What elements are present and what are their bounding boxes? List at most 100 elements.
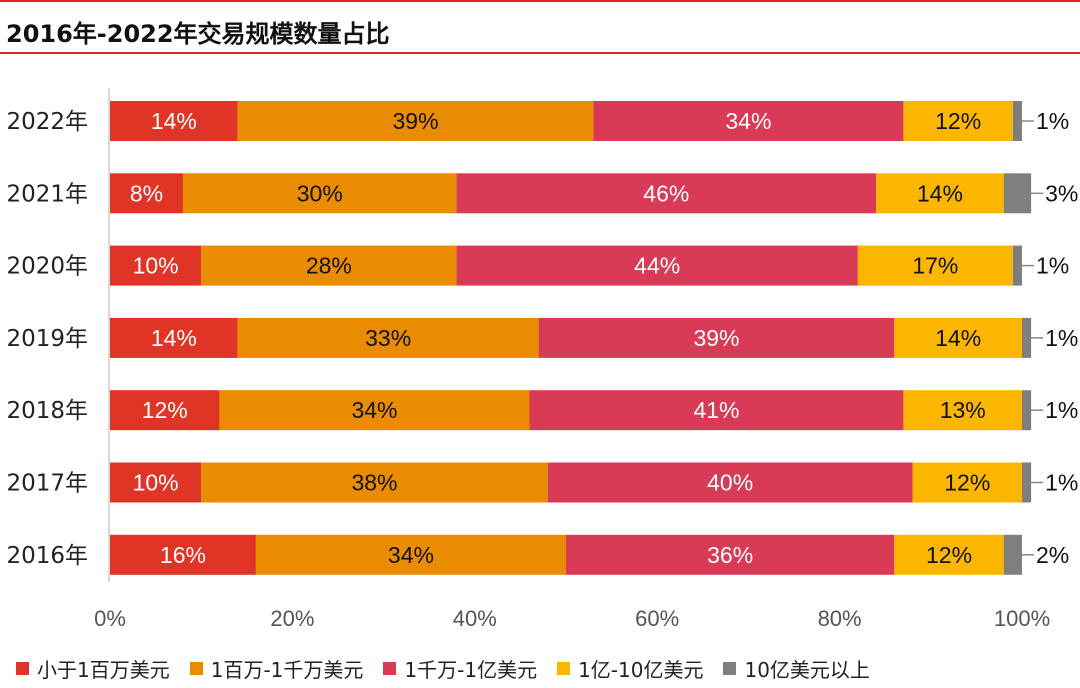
bar-segment bbox=[110, 173, 183, 214]
data-label: 14% bbox=[151, 108, 197, 134]
legend-label: 1百万-1千万美元 bbox=[210, 658, 364, 682]
x-tick-label: 40% bbox=[453, 606, 497, 631]
data-label: 46% bbox=[643, 180, 689, 206]
bar-segment bbox=[110, 101, 238, 141]
data-label: 10% bbox=[133, 470, 179, 496]
data-label: 8% bbox=[130, 180, 163, 206]
category-label: 2020年 bbox=[6, 254, 88, 280]
bar-segment bbox=[237, 101, 594, 141]
data-label: 12% bbox=[935, 108, 981, 134]
data-label: 12% bbox=[142, 397, 188, 423]
legend-label: 1亿-10亿美元 bbox=[578, 658, 704, 682]
bar-segment bbox=[876, 173, 1004, 214]
title-rule bbox=[0, 52, 1080, 54]
x-tick-label: 0% bbox=[94, 606, 126, 631]
bar-segment bbox=[1003, 173, 1032, 214]
data-label: 14% bbox=[917, 180, 963, 206]
legend: 小于1百万美元 1百万-1千万美元 1千万-1亿美元 1亿-10亿美元 10亿美元以上 bbox=[16, 654, 870, 683]
data-label: 41% bbox=[693, 397, 739, 423]
data-label: 14% bbox=[935, 325, 981, 351]
bar-segment bbox=[110, 317, 238, 358]
bar-segment bbox=[894, 317, 1022, 358]
data-label: 12% bbox=[926, 542, 972, 568]
data-label: 13% bbox=[940, 397, 986, 423]
category-label: 2019年 bbox=[6, 326, 88, 352]
data-label: 44% bbox=[634, 253, 680, 279]
bar-segment bbox=[1022, 317, 1032, 358]
legend-label: 10亿美元以上 bbox=[744, 658, 870, 682]
bar-segment bbox=[110, 390, 220, 431]
data-label: 1% bbox=[1045, 325, 1078, 351]
bar-segment bbox=[1012, 245, 1022, 286]
data-label: 3% bbox=[1045, 180, 1078, 206]
legend-item: 1亿-10亿美元 bbox=[557, 654, 703, 683]
data-label: 12% bbox=[944, 470, 990, 496]
bar-segment bbox=[912, 462, 1022, 503]
data-label: 34% bbox=[351, 397, 397, 423]
bar-segment bbox=[538, 317, 895, 358]
data-label: 34% bbox=[725, 108, 771, 134]
data-label: 39% bbox=[392, 108, 438, 134]
bar-segment bbox=[593, 101, 904, 141]
legend-swatch bbox=[383, 662, 397, 675]
legend-label: 1千万-1亿美元 bbox=[404, 658, 538, 682]
legend-swatch bbox=[557, 662, 571, 675]
bar-segment bbox=[566, 534, 895, 575]
bar-segment bbox=[894, 534, 1004, 575]
legend-item: 10亿美元以上 bbox=[723, 654, 870, 683]
category-label: 2021年 bbox=[6, 181, 88, 207]
bar-segment bbox=[182, 173, 457, 214]
x-tick-label: 60% bbox=[635, 606, 679, 631]
bar-segment bbox=[237, 317, 539, 358]
data-label: 39% bbox=[693, 325, 739, 351]
bar-segment bbox=[219, 390, 530, 431]
bar-segment bbox=[110, 534, 256, 575]
data-label: 1% bbox=[1036, 253, 1069, 279]
legend-item: 1千万-1亿美元 bbox=[383, 654, 537, 683]
bar-segment bbox=[110, 462, 202, 503]
bar-segment bbox=[903, 390, 1022, 431]
legend-swatch bbox=[16, 662, 29, 675]
category-label: 2018年 bbox=[6, 398, 88, 424]
bar-segment bbox=[547, 462, 913, 503]
data-label: 38% bbox=[351, 470, 397, 496]
bar-segment bbox=[456, 173, 877, 214]
bar-segment bbox=[201, 245, 457, 286]
data-label: 34% bbox=[388, 542, 434, 568]
legend-swatch bbox=[723, 662, 737, 675]
data-label: 30% bbox=[297, 180, 343, 206]
x-tick-label: 20% bbox=[270, 606, 314, 631]
bar-segment bbox=[110, 245, 202, 286]
bar-segment bbox=[255, 534, 567, 575]
data-label: 1% bbox=[1045, 470, 1078, 496]
bar-segment bbox=[201, 462, 548, 503]
bar-segment bbox=[1012, 101, 1022, 141]
data-label: 1% bbox=[1045, 397, 1078, 423]
legend-swatch bbox=[189, 662, 203, 675]
legend-label: 小于1百万美元 bbox=[37, 658, 170, 682]
bar-segment bbox=[857, 245, 1013, 286]
category-label: 2016年 bbox=[6, 543, 88, 569]
data-label: 36% bbox=[707, 542, 753, 568]
data-label: 2% bbox=[1036, 542, 1069, 568]
data-label: 16% bbox=[160, 542, 206, 568]
bar-segment bbox=[1022, 390, 1032, 431]
chart-title: 2016年-2022年交易规模数量占比 bbox=[6, 20, 390, 48]
data-label: 40% bbox=[707, 470, 753, 496]
bar-segment bbox=[1003, 534, 1022, 575]
bar-segment bbox=[529, 390, 904, 431]
x-tick-label: 100% bbox=[994, 606, 1050, 631]
bar-segment bbox=[903, 101, 1013, 141]
category-label: 2022年 bbox=[6, 109, 88, 135]
x-tick-label: 80% bbox=[818, 606, 862, 631]
bar-segment bbox=[456, 245, 858, 286]
data-label: 33% bbox=[365, 325, 411, 351]
data-label: 28% bbox=[306, 253, 352, 279]
legend-item: 小于1百万美元 bbox=[16, 654, 170, 683]
category-label: 2017年 bbox=[6, 471, 88, 497]
bar-segment bbox=[1022, 462, 1032, 503]
data-label: 1% bbox=[1036, 108, 1069, 134]
data-label: 14% bbox=[151, 325, 197, 351]
